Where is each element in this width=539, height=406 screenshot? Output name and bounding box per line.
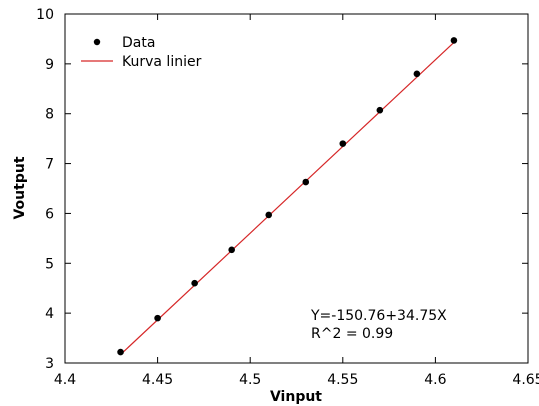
r-squared-value: R^2 = 0.99 [311, 326, 393, 342]
x-tick-label: 4.55 [327, 372, 358, 388]
data-point [302, 178, 310, 186]
y-tick-label: 6 [45, 206, 54, 222]
y-axis-title: Voutput [12, 156, 28, 219]
data-point [117, 348, 124, 356]
x-tick-label: 4.5 [239, 372, 261, 388]
data-point [228, 246, 235, 254]
data-point [376, 106, 384, 114]
legend-data-label: Data [122, 35, 155, 51]
y-tick-label: 10 [36, 7, 54, 23]
axis-ticks: 4.4 4.45 4.5 4.55 4.6 4.65 3 4 5 6 7 8 9 10 [36, 7, 539, 388]
data-point [339, 140, 347, 147]
plot-frame [64, 13, 529, 364]
y-tick-label: 5 [45, 256, 54, 272]
x-tick-label: 4.6 [424, 372, 446, 388]
legend: Data Kurva linier [81, 35, 202, 70]
data-point [265, 211, 273, 219]
data-point [413, 70, 421, 78]
y-tick-label: 7 [45, 157, 54, 173]
x-tick-label: 4.45 [142, 372, 173, 388]
x-axis-title: Vinput [270, 389, 322, 405]
legend-line-label: Kurva linier [122, 54, 202, 70]
y-tick-label: 4 [45, 306, 54, 322]
y-tick-label: 8 [45, 107, 54, 123]
legend-data-marker [93, 38, 101, 46]
fit-line [120, 41, 455, 355]
series-layer [117, 37, 458, 356]
x-tick-label: 4.4 [54, 372, 76, 388]
y-tick-label: 3 [45, 356, 54, 372]
y-tick-label: 9 [45, 57, 54, 73]
x-tick-label: 4.65 [512, 372, 539, 388]
regression-equation: Y=-150.76+34.75X [310, 308, 447, 324]
data-point [450, 37, 458, 44]
data-point [191, 279, 198, 287]
data-point [154, 314, 161, 322]
